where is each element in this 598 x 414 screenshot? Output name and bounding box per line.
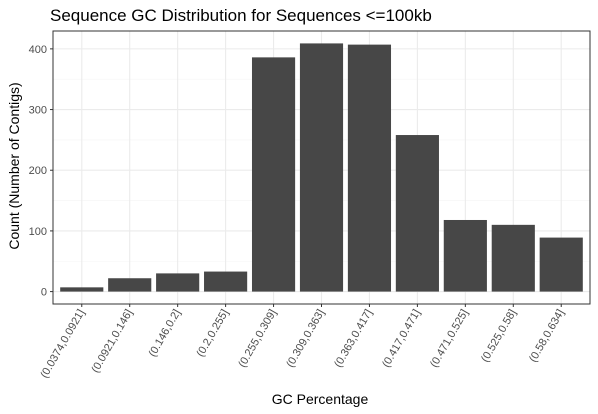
y-tick-label: 0 [41,287,47,299]
x-tick-label: (0.471,0.525] [428,308,471,370]
bar [299,43,344,292]
y-tick-label: 100 [29,226,47,238]
x-axis-title: GC Percentage [272,391,369,407]
x-axis: (0.0374,0.0921] (0.0921,0.146] (0.146,0.2]… [38,304,567,381]
x-tick-label: (0.525,0.58] [479,308,519,365]
bar [251,57,296,292]
bar [156,273,200,292]
x-tick-label: (0.58,0.634] [527,308,567,365]
x-tick-label: (0.2,0.255] [195,308,232,360]
bar [204,271,248,292]
y-axis-title: Count (Number of Contigs) [6,82,22,249]
bar [108,278,152,292]
x-tick-label: (0.363,0.417] [332,308,375,370]
bar [443,219,487,292]
bar [491,224,535,292]
y-tick-label: 300 [29,105,47,117]
bar [539,237,583,292]
x-tick-label: (0.0374,0.0921] [38,308,87,381]
x-tick-label: (0.146,0.2] [147,308,184,360]
bars [60,43,583,292]
chart-title: Sequence GC Distribution for Sequences <… [50,6,432,25]
x-tick-label: (0.255,0.309] [236,308,279,370]
x-tick-label: (0.309,0.363] [284,308,327,370]
bar [395,135,439,292]
y-axis: 0 100 200 300 400 [29,44,53,299]
y-tick-label: 400 [29,44,47,56]
bar [347,44,392,292]
bar [60,287,104,292]
x-tick-label: (0.0921,0.146] [89,308,135,375]
y-tick-label: 200 [29,165,47,177]
x-tick-label: (0.417,0.471] [380,308,423,370]
